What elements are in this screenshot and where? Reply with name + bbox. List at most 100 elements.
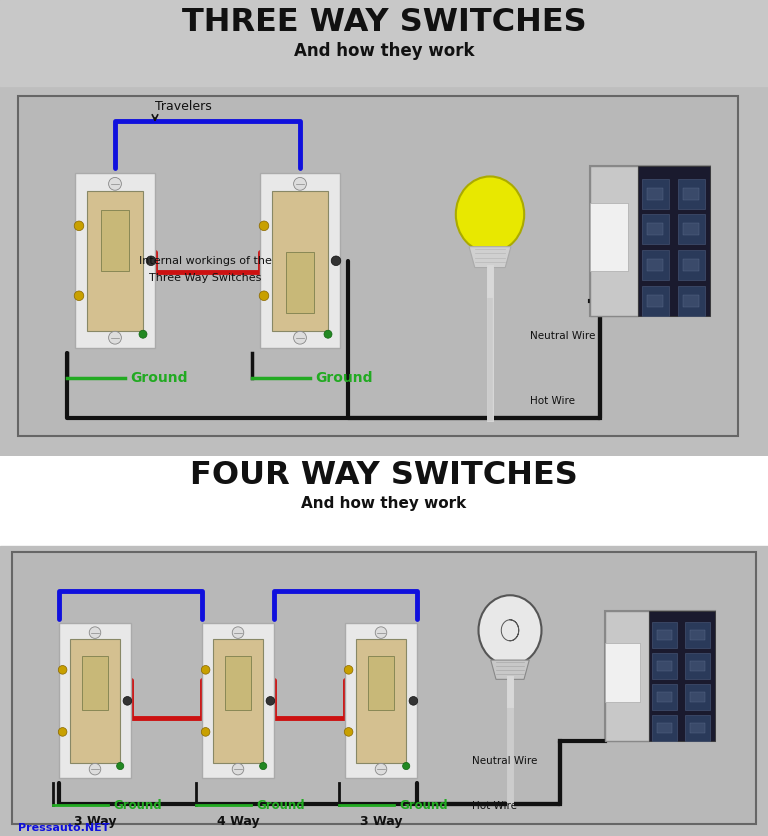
Circle shape [139,330,147,339]
Bar [657,630,672,640]
Circle shape [331,256,341,266]
Text: And how they work: And how they work [293,42,475,60]
Circle shape [201,665,210,674]
Bar [649,611,715,741]
Bar [18,96,738,436]
Text: Neutral Wire: Neutral Wire [472,756,538,766]
Bar [657,660,672,671]
Circle shape [259,291,269,301]
Bar [638,166,710,316]
Text: FOUR WAY SWITCHES: FOUR WAY SWITCHES [190,460,578,491]
Text: Three Way Switches: Three Way Switches [149,273,261,283]
Bar [369,656,393,710]
Bar [685,715,710,741]
Bar [0,0,768,86]
Bar [82,656,108,710]
Bar [685,653,710,679]
Circle shape [232,763,243,775]
Bar [690,630,705,640]
Bar [652,715,677,741]
Bar [101,210,129,271]
Bar [0,456,768,546]
Bar [652,684,677,710]
Bar [590,166,710,316]
Bar [345,624,417,778]
Bar [690,691,705,702]
Bar [683,295,700,307]
Bar [590,203,628,271]
Bar [647,295,664,307]
Bar [605,611,649,741]
Circle shape [344,727,353,737]
Bar [685,684,710,710]
Bar [677,286,705,316]
Bar [683,188,700,200]
Circle shape [293,177,306,191]
Bar [677,250,705,280]
Circle shape [293,331,306,344]
Bar [641,250,669,280]
Circle shape [117,762,124,770]
Bar [75,173,155,349]
Bar [59,624,131,778]
Bar [677,214,705,244]
Bar [685,622,710,648]
Ellipse shape [455,176,525,252]
Bar [657,691,672,702]
Circle shape [409,696,418,706]
Text: THREE WAY SWITCHES: THREE WAY SWITCHES [182,8,586,38]
Ellipse shape [478,595,541,665]
Text: And how they work: And how they work [301,497,467,511]
Bar [225,656,250,710]
Bar [70,639,121,763]
Circle shape [376,763,387,775]
Bar [87,191,143,331]
Circle shape [74,221,84,231]
Text: Ground: Ground [399,799,448,812]
Circle shape [324,330,332,339]
Text: Hot Wire: Hot Wire [530,395,575,405]
Circle shape [266,696,275,706]
Bar [272,191,328,331]
Text: Pressauto.NET: Pressauto.NET [18,823,110,833]
Text: Ground: Ground [113,799,161,812]
Bar [647,188,664,200]
Text: 3 Way: 3 Way [359,815,402,828]
Bar [286,252,314,314]
Circle shape [58,665,67,674]
Text: 4 Way: 4 Way [217,815,260,828]
Bar [0,546,768,836]
Bar [605,611,715,741]
Bar [683,259,700,271]
Polygon shape [491,660,529,680]
Bar [647,259,664,271]
Bar [590,166,638,316]
Bar [683,223,700,236]
Bar [605,644,641,702]
Bar [641,214,669,244]
Bar [677,179,705,209]
Bar [356,639,406,763]
Bar [657,722,672,733]
Bar [690,722,705,733]
Bar [202,624,274,778]
Bar [647,223,664,236]
Circle shape [376,627,387,639]
Circle shape [74,291,84,301]
Bar [213,639,263,763]
Text: 3 Way: 3 Way [74,815,116,828]
Circle shape [344,665,353,674]
Circle shape [201,727,210,737]
Circle shape [123,696,132,706]
Circle shape [89,763,101,775]
Text: Ground: Ground [256,799,305,812]
Bar [652,622,677,648]
Bar [260,173,340,349]
Circle shape [108,331,121,344]
Text: Travelers: Travelers [155,100,212,113]
Circle shape [402,762,410,770]
Bar [652,653,677,679]
Circle shape [232,627,243,639]
Polygon shape [469,247,511,268]
Circle shape [58,727,67,737]
